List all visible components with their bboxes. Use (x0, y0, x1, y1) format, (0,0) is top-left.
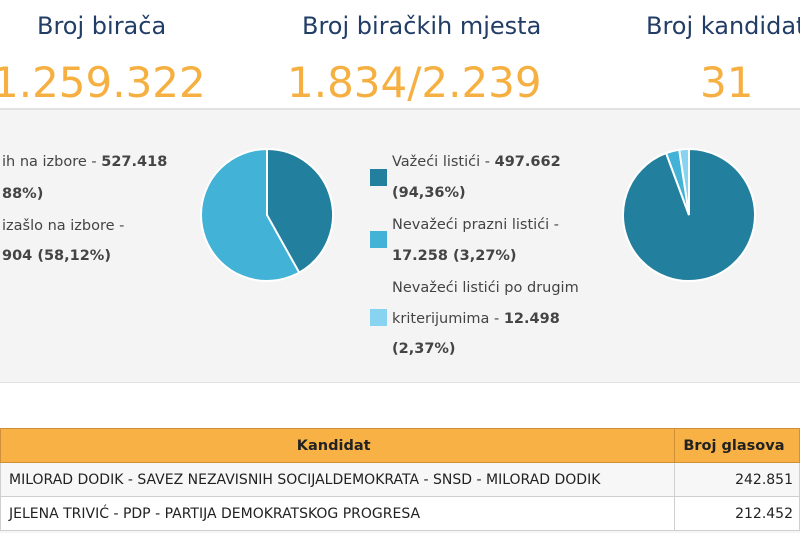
stats-bar: Broj birača 1.259.322 Broj biračkih mjes… (0, 0, 800, 110)
valid-ballots-pct: (94,36%) (392, 185, 466, 201)
votes-cell: 212.452 (674, 496, 800, 531)
other-invalid-swatch (370, 309, 387, 326)
other-invalid-line1: Nevažeći listići po drugim (392, 280, 579, 296)
polling-stations-value: 1.834/2.239 (287, 58, 542, 107)
other-invalid-pct: (2,37%) (392, 341, 456, 357)
candidates-label: Broj kandidata (646, 12, 800, 40)
votes-cell: 242.851 (674, 462, 800, 497)
blank-ballots-value: 17.258 (3,27%) (392, 248, 517, 264)
results-summary: ih na izbore - 527.418 88%) izašlo na iz… (0, 110, 800, 383)
valid-ballots-swatch (370, 169, 387, 186)
turnout-voted-slice (266, 147, 334, 274)
valid-ballots-line: Važeći listići - 497.662 (392, 154, 561, 170)
candidate-cell: JELENA TRIVIĆ - PDP - PARTIJA DEMOKRATSK… (0, 496, 676, 531)
ballots-pie-chart (622, 147, 756, 282)
spacer (0, 383, 800, 428)
polling-stations-label: Broj biračkih mjesta (302, 12, 542, 40)
candidates-value: 31 (700, 58, 754, 107)
turnout-voted-pct: 88%) (2, 186, 44, 202)
turnout-abstained-value: 904 (58,12%) (2, 248, 111, 264)
candidate-cell: MILORAD DODIK - SAVEZ NEZAVISNIH SOCIJAL… (0, 462, 676, 497)
table-header-row: Kandidat Broj glasova (0, 428, 800, 463)
votes-column-header[interactable]: Broj glasova (674, 428, 800, 463)
turnout-abstained-line: izašlo na izbore - (2, 218, 125, 234)
other-invalid-line2: kriterijumima - 12.498 (392, 311, 560, 327)
candidate-column-header[interactable]: Kandidat (0, 428, 676, 463)
results-table: Kandidat Broj glasova MILORAD DODIK - SA… (0, 428, 800, 531)
turnout-voted-line: ih na izbore - 527.418 (2, 154, 168, 170)
blank-ballots-swatch (370, 231, 387, 248)
table-row[interactable]: JELENA TRIVIĆ - PDP - PARTIJA DEMOKRATSK… (0, 496, 800, 531)
voters-label: Broj birača (37, 12, 167, 40)
other-invalid-slice (678, 147, 690, 216)
table-row[interactable]: MILORAD DODIK - SAVEZ NEZAVISNIH SOCIJAL… (0, 462, 800, 497)
blank-ballots-line: Nevažeći prazni listići - (392, 217, 560, 233)
turnout-pie-chart (200, 147, 334, 282)
voters-value: 1.259.322 (0, 58, 206, 107)
